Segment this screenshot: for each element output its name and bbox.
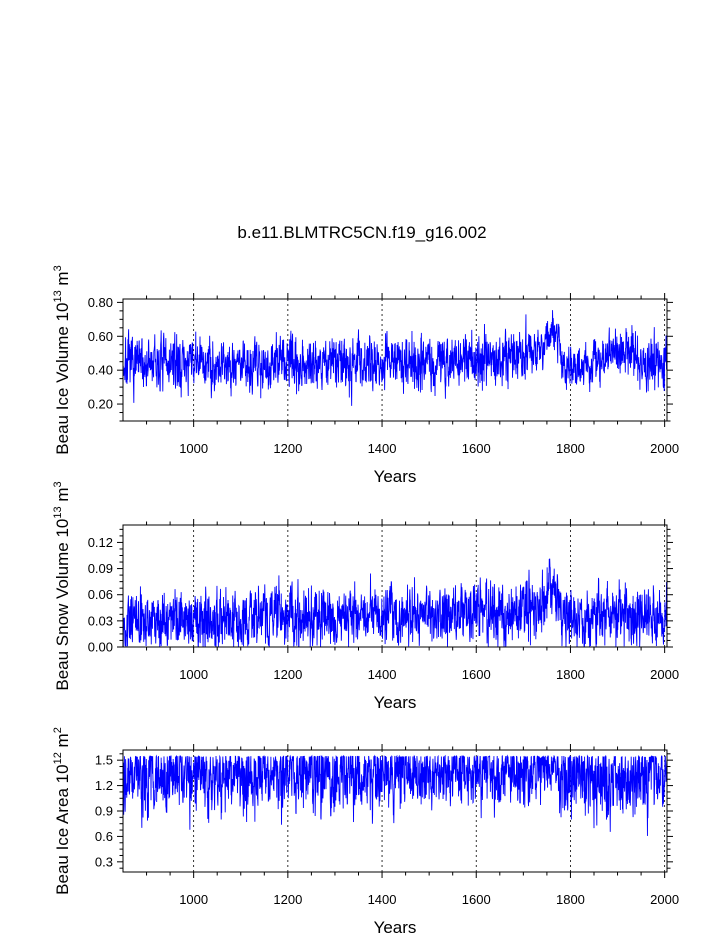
y-axis-label: Beau Ice Volume 1013 m3 (52, 265, 72, 454)
x-tick-label: 1200 (273, 892, 302, 907)
y-label-unit-exponent: 3 (52, 265, 64, 271)
x-tick-label: 1800 (556, 667, 585, 682)
x-tick-label: 1800 (556, 892, 585, 907)
x-axis-label: Years (374, 918, 417, 935)
y-tick-label: 0.12 (88, 535, 113, 550)
x-tick-label: 2000 (650, 441, 679, 456)
plot-frame-1 (122, 298, 668, 422)
y-label-prefix: Beau Ice Volume 10 (53, 303, 72, 455)
x-tick-label: 1400 (368, 441, 397, 456)
y-tick-label: 0.00 (88, 640, 113, 655)
y-tick-label: 0.60 (88, 329, 113, 344)
y-label-unit-exponent: 2 (52, 727, 64, 733)
y-tick-label: 0.80 (88, 295, 113, 310)
chart-panel-1: 1000 1200 1400 1600 1800 2000 0.20 0.40 0.60 0.80… (52, 265, 679, 486)
x-tick-label: 1000 (179, 892, 208, 907)
y-label-exponent: 13 (52, 506, 64, 518)
x-tick-label: 1000 (179, 667, 208, 682)
y-label-exponent: 13 (52, 290, 64, 302)
x-tick-label: 1400 (368, 892, 397, 907)
x-tick-label: 1600 (462, 441, 491, 456)
y-tick-label: 0.06 (88, 587, 113, 602)
plot-frame-2 (122, 524, 668, 648)
chart-panels: 1000 1200 1400 1600 1800 2000 0.20 0.40 0.60 0.80… (52, 265, 679, 935)
series-line-3 (123, 754, 667, 836)
x-tick-label: 1800 (556, 441, 585, 456)
figure-title: b.e11.BLMTRC5CN.f19_g16.002 (237, 223, 486, 242)
y-axis-label: Beau Ice Area 1012 m2 (52, 727, 72, 895)
x-tick-label: 1600 (462, 667, 491, 682)
y-tick-label: 0.3 (95, 854, 113, 869)
y-label-unit: m (53, 733, 72, 752)
y-label-exponent: 12 (52, 752, 64, 764)
y-label-unit: m (53, 271, 72, 290)
x-axis-label: Years (374, 693, 417, 712)
x-tick-label: 1000 (179, 441, 208, 456)
x-tick-label: 1200 (273, 441, 302, 456)
x-tick-label: 1200 (273, 667, 302, 682)
x-tick-label: 2000 (650, 892, 679, 907)
chart-panel-2: 1000 1200 1400 1600 1800 2000 0.00 0.03 0.06 0.09… (52, 481, 679, 712)
y-tick-label: 0.9 (95, 804, 113, 819)
y-axis-label: Beau Snow Volume 1013 m3 (52, 481, 72, 690)
y-tick-label: 0.6 (95, 829, 113, 844)
x-tick-label: 1600 (462, 892, 491, 907)
y-label-unit: m (53, 487, 72, 506)
y-tick-label: 0.03 (88, 613, 113, 628)
y-label-prefix: Beau Ice Area 10 (53, 764, 72, 894)
y-tick-label: 1.2 (95, 778, 113, 793)
x-axis-label: Years (374, 467, 417, 486)
y-label-prefix: Beau Snow Volume 10 (53, 519, 72, 691)
y-tick-label: 0.40 (88, 363, 113, 378)
x-tick-label: 1400 (368, 667, 397, 682)
y-tick-label: 0.20 (88, 397, 113, 412)
y-tick-label: 1.5 (95, 753, 113, 768)
chart-panel-3: 1000 1200 1400 1600 1800 2000 0.3 0.6 0.9 1.2 1.5 Y… (52, 727, 679, 935)
y-label-unit-exponent: 3 (52, 481, 64, 487)
x-tick-label: 2000 (650, 667, 679, 682)
series-line-1 (123, 310, 667, 406)
series-line-2 (123, 558, 667, 647)
y-tick-label: 0.09 (88, 561, 113, 576)
